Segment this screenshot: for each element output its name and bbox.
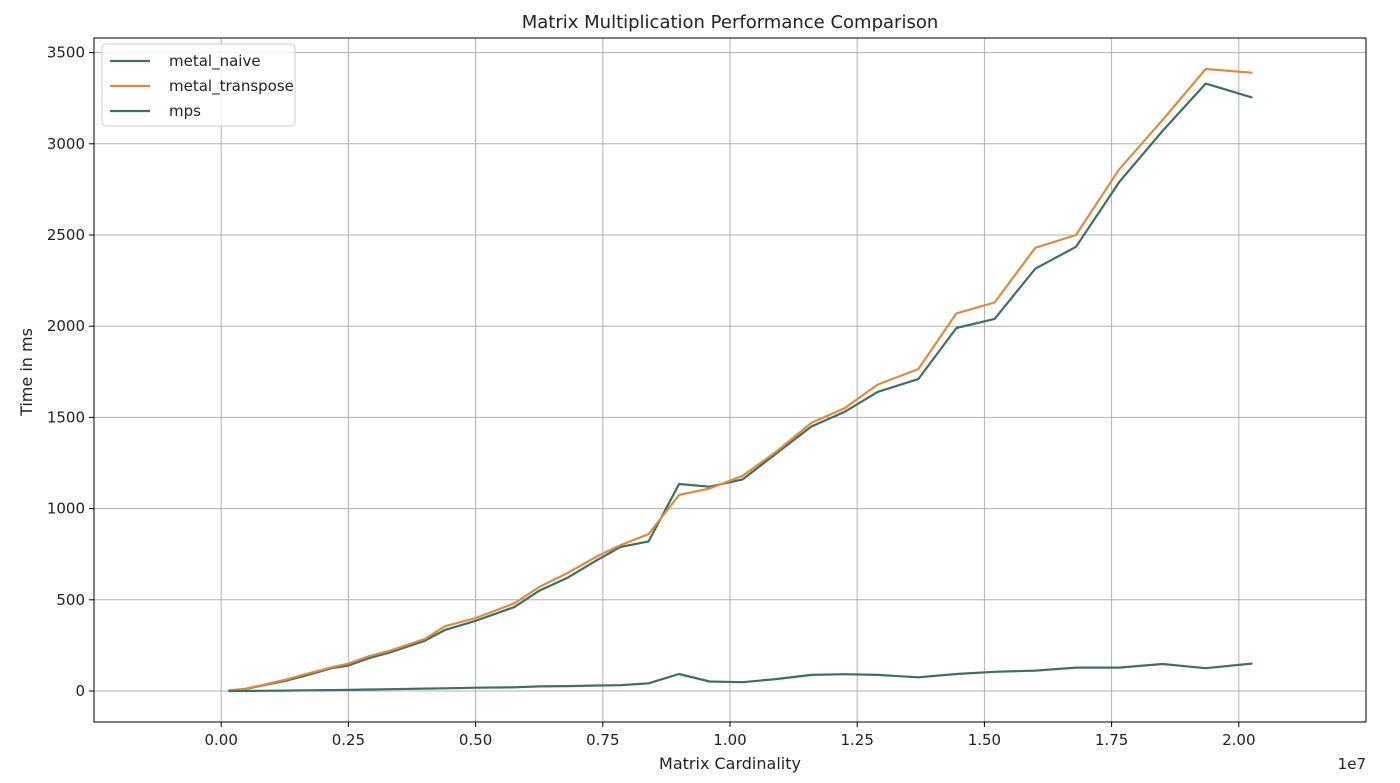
y-tick-label: 3500 (47, 44, 85, 62)
series-line-metal_naive (228, 82, 1253, 692)
legend-box (101, 43, 296, 127)
legend-label-mps: mps (169, 102, 201, 120)
y-tick-label: 0 (75, 682, 85, 700)
grid (94, 38, 1366, 722)
x-tick-label: 2.00 (1222, 731, 1255, 749)
x-tick-label: 0.25 (332, 731, 365, 749)
x-tick-label: 0.75 (586, 731, 619, 749)
series-line-metal_transpose (228, 67, 1253, 692)
x-tick-label: 1.75 (1095, 731, 1128, 749)
y-tick-label: 1000 (47, 500, 85, 518)
axis-ticks: 0.00 0.25 0.50 0.75 1.00 1.25 1.50 1.75 2.00 0 500… (47, 44, 1256, 749)
series-line-mps (228, 662, 1253, 693)
x-tick-label: 1.00 (713, 731, 746, 749)
chart-title: Matrix Multiplication Performance Compar… (522, 12, 939, 33)
x-tick-label: 1.50 (968, 731, 1001, 749)
x-axis-offset-label: 1e7 (1338, 755, 1366, 773)
y-tick-label: 500 (56, 591, 85, 609)
x-tick-label: 0.50 (459, 731, 492, 749)
x-tick-label: 1.25 (840, 731, 873, 749)
series-lines (228, 67, 1253, 693)
x-tick-label: 0.00 (204, 731, 237, 749)
x-axis-label: Matrix Cardinality (659, 754, 801, 773)
y-tick-label: 2500 (47, 226, 85, 244)
y-tick-label: 1500 (47, 408, 85, 426)
y-tick-label: 2000 (47, 317, 85, 335)
y-axis-label: Time in ms (17, 328, 36, 417)
legend-label-metal_naive: metal_naive (169, 52, 261, 71)
legend-label-metal_transpose: metal_transpose (169, 77, 294, 96)
y-tick-label: 3000 (47, 135, 85, 153)
